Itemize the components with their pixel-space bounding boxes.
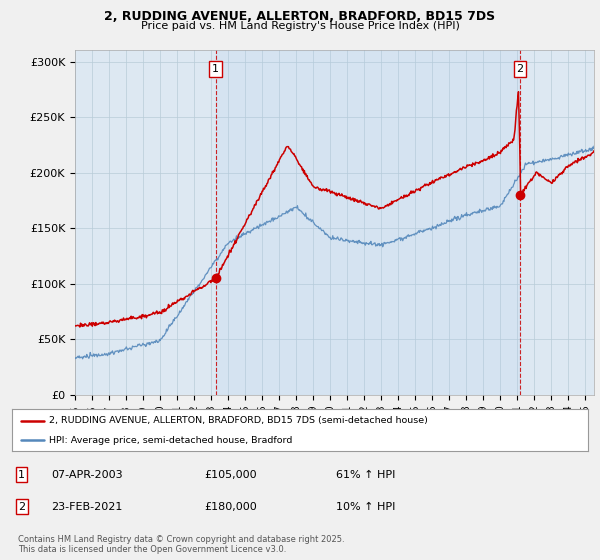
- Text: 2, RUDDING AVENUE, ALLERTON, BRADFORD, BD15 7DS (semi-detached house): 2, RUDDING AVENUE, ALLERTON, BRADFORD, B…: [49, 416, 428, 425]
- Text: £180,000: £180,000: [204, 502, 257, 512]
- Text: 1: 1: [212, 64, 219, 74]
- Text: 1: 1: [18, 470, 25, 480]
- Text: 23-FEB-2021: 23-FEB-2021: [51, 502, 122, 512]
- Text: 2, RUDDING AVENUE, ALLERTON, BRADFORD, BD15 7DS: 2, RUDDING AVENUE, ALLERTON, BRADFORD, B…: [104, 10, 496, 23]
- Text: £105,000: £105,000: [204, 470, 257, 480]
- Text: 07-APR-2003: 07-APR-2003: [51, 470, 122, 480]
- Text: 2: 2: [517, 64, 524, 74]
- Text: Price paid vs. HM Land Registry's House Price Index (HPI): Price paid vs. HM Land Registry's House …: [140, 21, 460, 31]
- Text: HPI: Average price, semi-detached house, Bradford: HPI: Average price, semi-detached house,…: [49, 436, 293, 445]
- Text: 61% ↑ HPI: 61% ↑ HPI: [336, 470, 395, 480]
- Text: 2: 2: [18, 502, 25, 512]
- Bar: [216, 50, 520, 395]
- Text: Contains HM Land Registry data © Crown copyright and database right 2025.
This d: Contains HM Land Registry data © Crown c…: [18, 535, 344, 554]
- Text: 10% ↑ HPI: 10% ↑ HPI: [336, 502, 395, 512]
